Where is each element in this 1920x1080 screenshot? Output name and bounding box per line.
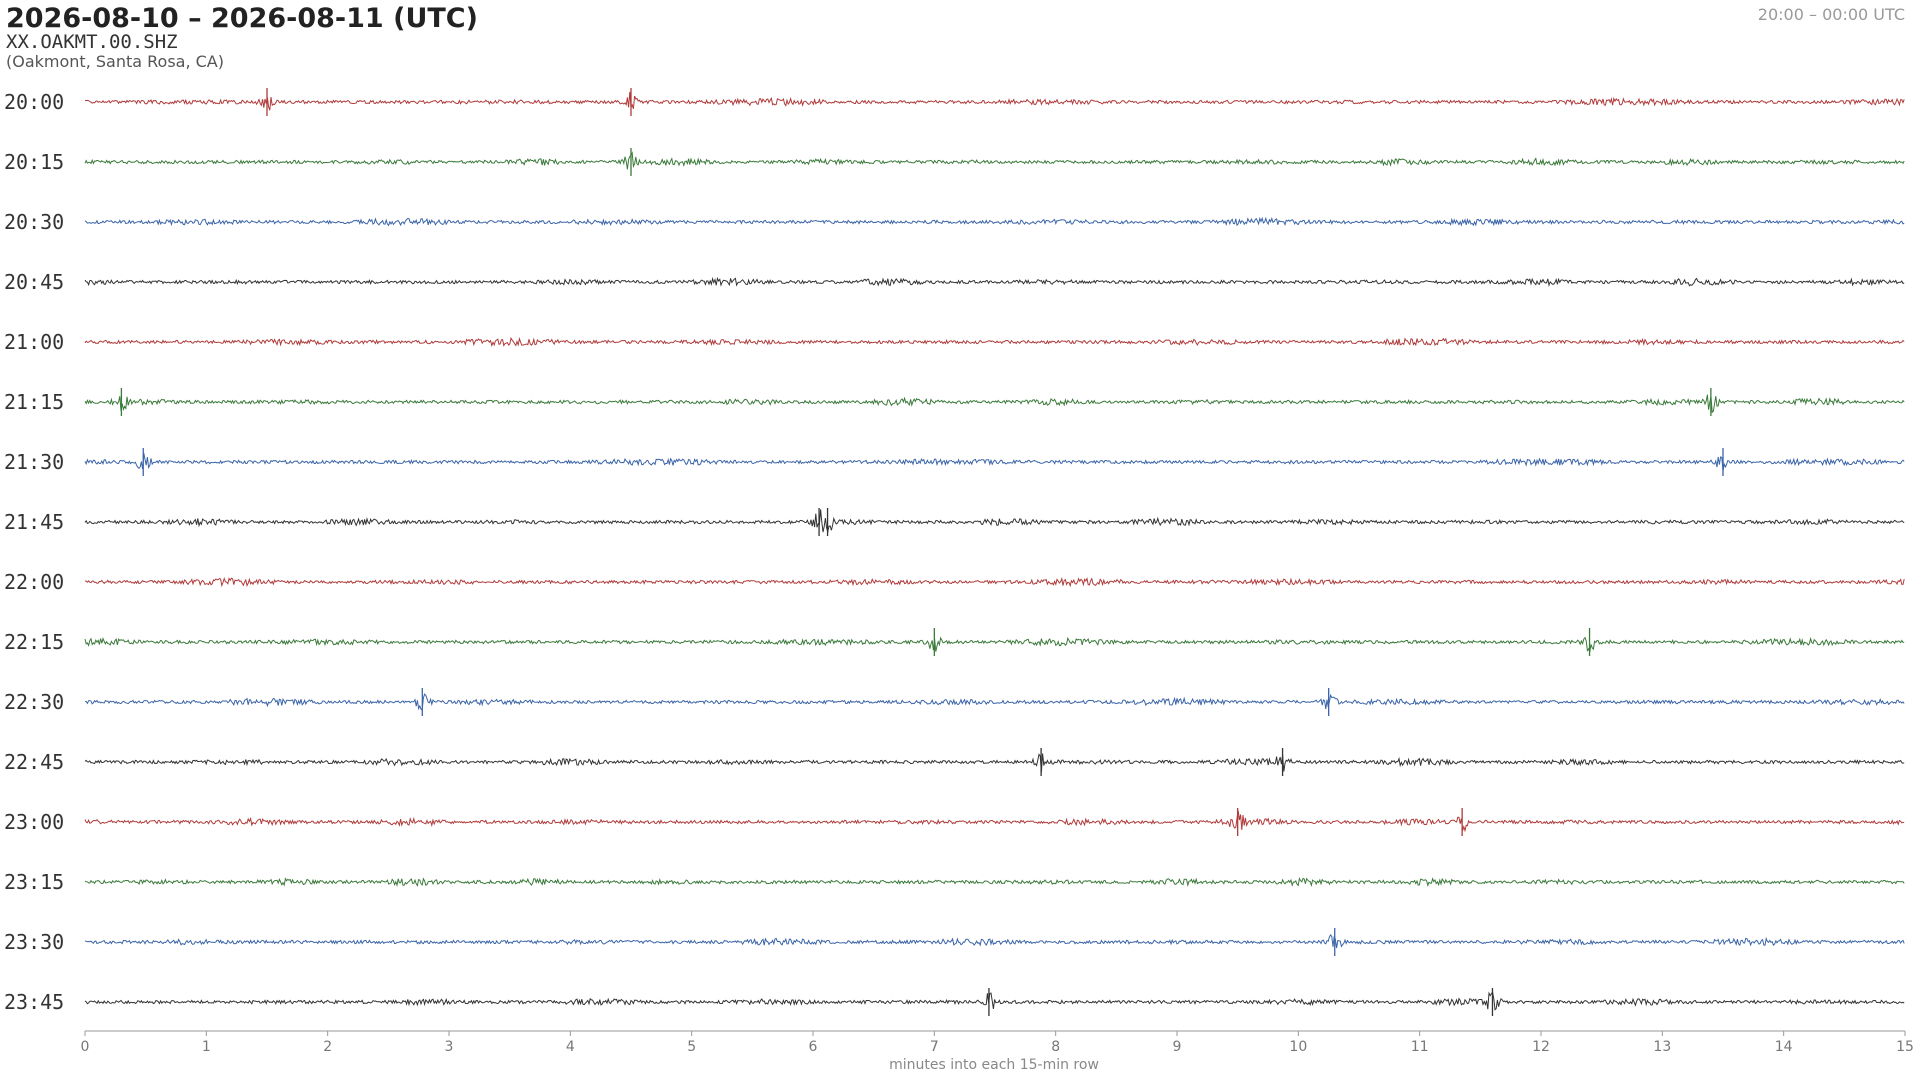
trace [84, 453, 1905, 472]
trace [84, 577, 1905, 588]
trace [84, 276, 1905, 287]
trace [84, 933, 1905, 949]
time-range: 20:00 – 00:00 UTC [1758, 5, 1905, 24]
x-axis-label: minutes into each 15-min row [889, 1057, 1099, 1073]
x-tick-label: 15 [1896, 1039, 1914, 1055]
x-tick-label: 0 [81, 1039, 90, 1055]
row-label: 20:15 [4, 150, 64, 174]
x-tick-label: 3 [445, 1039, 454, 1055]
row-label: 21:45 [4, 510, 64, 534]
row-label: 21:00 [4, 330, 64, 354]
trace [84, 877, 1905, 888]
row-label: 23:45 [4, 990, 64, 1014]
trace [84, 394, 1905, 414]
row-label: 23:00 [4, 810, 64, 834]
x-tick-label: 11 [1411, 1039, 1429, 1055]
x-tick-label: 7 [930, 1039, 939, 1055]
row-label: 21:15 [4, 390, 64, 414]
trace [84, 509, 1905, 534]
row-label: 22:30 [4, 690, 64, 714]
trace [84, 151, 1905, 170]
trace [84, 336, 1905, 348]
row-label: 20:00 [4, 90, 64, 114]
x-tick-label: 1 [202, 1039, 211, 1055]
title: 2026-08-10 – 2026-08-11 (UTC) [6, 3, 478, 34]
location: (Oakmont, Santa Rosa, CA) [6, 52, 224, 71]
trace [84, 693, 1905, 712]
trace [84, 753, 1905, 773]
x-tick-label: 9 [1173, 1039, 1182, 1055]
x-tick-label: 13 [1653, 1039, 1671, 1055]
trace [84, 810, 1905, 833]
row-label: 21:30 [4, 450, 64, 474]
row-label: 20:30 [4, 210, 64, 234]
row-label: 23:15 [4, 870, 64, 894]
x-tick-label: 2 [323, 1039, 332, 1055]
x-tick-label: 14 [1775, 1039, 1793, 1055]
x-tick-label: 10 [1289, 1039, 1307, 1055]
station: XX.OAKMT.00.SHZ [6, 31, 178, 53]
row-label: 22:45 [4, 750, 64, 774]
trace [84, 91, 1905, 111]
x-tick-label: 4 [566, 1039, 575, 1055]
x-tick-label: 12 [1532, 1039, 1550, 1055]
x-tick-label: 6 [809, 1039, 818, 1055]
row-label: 22:00 [4, 570, 64, 594]
trace [84, 216, 1905, 227]
row-label: 23:30 [4, 930, 64, 954]
row-label: 20:45 [4, 270, 64, 294]
trace [84, 636, 1905, 653]
trace [84, 991, 1905, 1011]
x-tick-label: 8 [1051, 1039, 1060, 1055]
x-tick-label: 5 [687, 1039, 696, 1055]
row-label: 22:15 [4, 630, 64, 654]
